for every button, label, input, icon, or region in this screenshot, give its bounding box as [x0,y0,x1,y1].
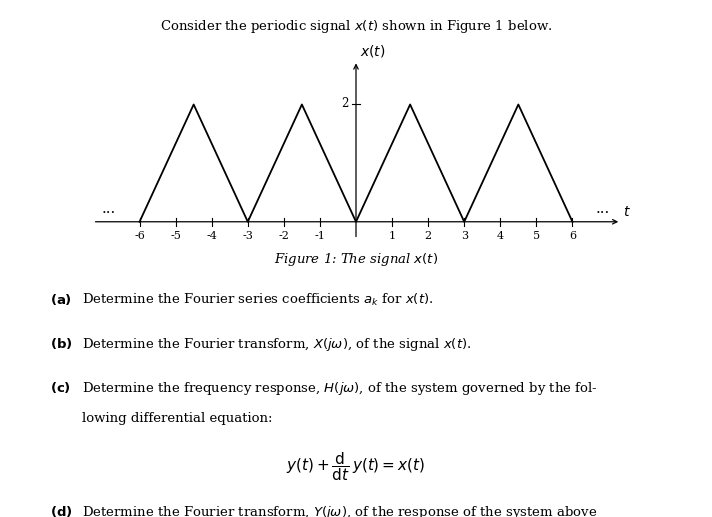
Text: 2: 2 [340,97,348,110]
Text: Determine the Fourier transform, $X(j\omega)$, of the signal $x(t)$.: Determine the Fourier transform, $X(j\om… [82,336,471,353]
Text: -1: -1 [315,231,325,241]
Text: lowing differential equation:: lowing differential equation: [82,412,273,425]
Text: Determine the frequency response, $H(j\omega)$, of the system governed by the fo: Determine the frequency response, $H(j\o… [82,380,597,397]
Text: -4: -4 [206,231,217,241]
Text: 4: 4 [497,231,504,241]
Text: 5: 5 [533,231,540,241]
Text: Determine the Fourier series coefficients $a_k$ for $x(t)$.: Determine the Fourier series coefficient… [82,292,434,308]
Text: 3: 3 [461,231,468,241]
Text: -5: -5 [170,231,181,241]
Text: 6: 6 [569,231,576,241]
Text: Figure 1: The signal $x(t)$: Figure 1: The signal $x(t)$ [274,251,438,268]
Text: ...: ... [596,202,610,216]
Text: -6: -6 [134,231,145,241]
Text: $\mathbf{(b)}$: $\mathbf{(b)}$ [50,336,73,351]
Text: ...: ... [102,202,116,216]
Text: 2: 2 [424,231,431,241]
Text: -3: -3 [242,231,253,241]
Text: Determine the Fourier transform, $Y(j\omega)$, of the response of the system abo: Determine the Fourier transform, $Y(j\om… [82,504,597,517]
Text: $t$: $t$ [623,205,631,219]
Text: $\mathbf{(d)}$: $\mathbf{(d)}$ [50,504,73,517]
Text: $\mathbf{(a)}$: $\mathbf{(a)}$ [50,292,72,307]
Text: -2: -2 [278,231,289,241]
Text: $x(t)$: $x(t)$ [360,43,386,59]
Text: $y(t) + \dfrac{\mathrm{d}}{\mathrm{d}t}\, y(t) = x(t)$: $y(t) + \dfrac{\mathrm{d}}{\mathrm{d}t}\… [286,450,426,482]
Text: $\mathbf{(c)}$: $\mathbf{(c)}$ [50,380,70,395]
Text: 1: 1 [389,231,396,241]
Text: Consider the periodic signal $x(t)$ shown in Figure 1 below.: Consider the periodic signal $x(t)$ show… [159,18,553,35]
